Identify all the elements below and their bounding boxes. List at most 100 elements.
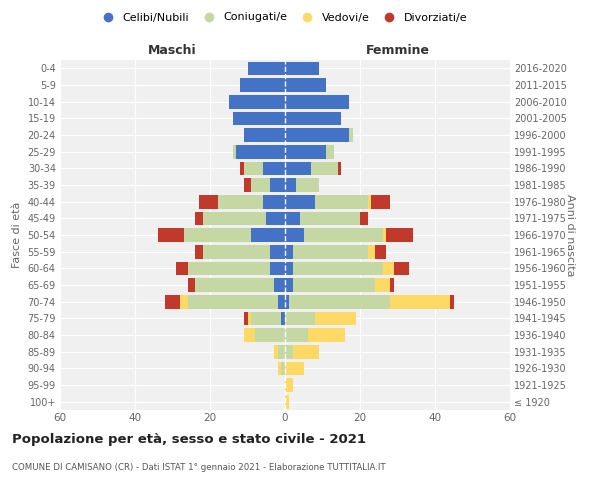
Bar	[285, 228, 304, 242]
Bar	[270, 245, 285, 258]
Bar	[277, 345, 285, 358]
Bar	[304, 228, 383, 242]
Bar	[203, 245, 270, 258]
Bar	[285, 195, 315, 208]
Bar	[187, 278, 195, 292]
Bar	[165, 295, 180, 308]
Bar	[244, 312, 248, 325]
Bar	[157, 228, 184, 242]
Bar	[285, 295, 289, 308]
Bar	[293, 262, 383, 275]
Bar	[293, 278, 375, 292]
Bar	[390, 295, 450, 308]
Text: Popolazione per età, sesso e stato civile - 2021: Popolazione per età, sesso e stato civil…	[12, 432, 366, 446]
Bar	[244, 128, 285, 142]
Bar	[277, 362, 281, 375]
Bar	[244, 162, 263, 175]
Bar	[375, 278, 390, 292]
Bar	[383, 262, 394, 275]
Bar	[285, 395, 289, 408]
Bar	[203, 212, 266, 225]
Bar	[285, 345, 293, 358]
Bar	[285, 178, 296, 192]
Bar	[263, 195, 285, 208]
Text: Femmine: Femmine	[365, 44, 430, 57]
Bar	[285, 145, 326, 158]
Bar	[251, 228, 285, 242]
Bar	[285, 62, 319, 75]
Bar	[263, 162, 285, 175]
Bar	[285, 328, 308, 342]
Bar	[308, 328, 345, 342]
Bar	[199, 195, 218, 208]
Bar	[195, 212, 203, 225]
Bar	[349, 128, 353, 142]
Bar	[233, 112, 285, 125]
Bar	[187, 295, 277, 308]
Bar	[289, 295, 390, 308]
Bar	[285, 378, 293, 392]
Y-axis label: Anni di nascita: Anni di nascita	[565, 194, 575, 276]
Bar	[270, 178, 285, 192]
Bar	[277, 295, 285, 308]
Bar	[281, 362, 285, 375]
Bar	[285, 312, 315, 325]
Bar	[326, 145, 334, 158]
Bar	[337, 162, 341, 175]
Bar	[244, 178, 251, 192]
Bar	[311, 162, 337, 175]
Bar	[187, 262, 270, 275]
Bar	[285, 78, 326, 92]
Bar	[255, 328, 285, 342]
Bar	[180, 295, 187, 308]
Bar	[285, 112, 341, 125]
Bar	[176, 262, 187, 275]
Bar	[285, 162, 311, 175]
Bar	[248, 312, 251, 325]
Bar	[293, 245, 367, 258]
Bar	[293, 345, 319, 358]
Bar	[270, 262, 285, 275]
Bar	[285, 245, 293, 258]
Bar	[375, 245, 386, 258]
Bar	[360, 212, 367, 225]
Bar	[367, 195, 371, 208]
Bar	[229, 95, 285, 108]
Bar	[285, 262, 293, 275]
Bar	[367, 245, 375, 258]
Bar	[371, 195, 390, 208]
Bar	[281, 312, 285, 325]
Bar	[285, 128, 349, 142]
Bar	[195, 245, 203, 258]
Bar	[240, 78, 285, 92]
Bar	[251, 178, 270, 192]
Text: Maschi: Maschi	[148, 44, 197, 57]
Bar	[236, 145, 285, 158]
Bar	[315, 195, 367, 208]
Bar	[300, 212, 360, 225]
Bar	[266, 212, 285, 225]
Bar	[285, 278, 293, 292]
Bar	[285, 95, 349, 108]
Bar	[285, 362, 304, 375]
Bar	[386, 228, 413, 242]
Bar	[184, 228, 251, 242]
Bar	[315, 312, 356, 325]
Legend: Celibi/Nubili, Coniugati/e, Vedovi/e, Divorziati/e: Celibi/Nubili, Coniugati/e, Vedovi/e, Di…	[92, 8, 472, 27]
Bar	[195, 278, 274, 292]
Bar	[394, 262, 409, 275]
Bar	[450, 295, 454, 308]
Bar	[218, 195, 263, 208]
Bar	[390, 278, 394, 292]
Bar	[285, 212, 300, 225]
Bar	[240, 162, 244, 175]
Text: COMUNE DI CAMISANO (CR) - Dati ISTAT 1° gennaio 2021 - Elaborazione TUTTITALIA.I: COMUNE DI CAMISANO (CR) - Dati ISTAT 1° …	[12, 462, 386, 471]
Bar	[274, 278, 285, 292]
Bar	[296, 178, 319, 192]
Y-axis label: Fasce di età: Fasce di età	[12, 202, 22, 268]
Bar	[383, 228, 386, 242]
Bar	[244, 328, 255, 342]
Bar	[274, 345, 277, 358]
Bar	[251, 312, 281, 325]
Bar	[248, 62, 285, 75]
